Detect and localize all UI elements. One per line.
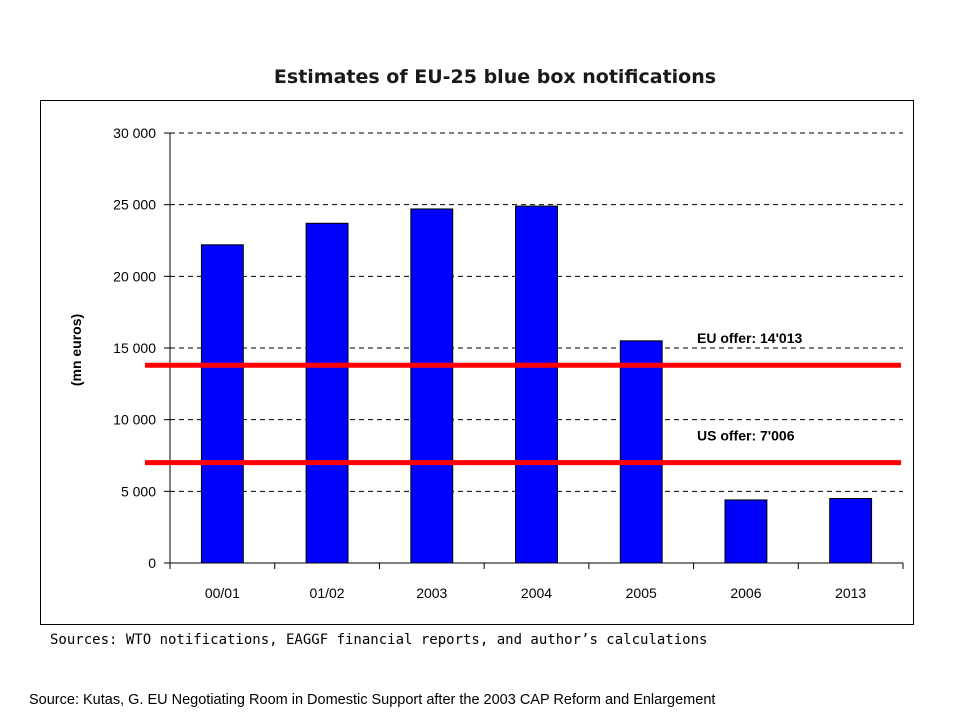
- y-tick-label: 20 000: [113, 268, 156, 284]
- axes: 0 5 000 10 000 15 000 20 000 25 000 30 000 00/0…: [113, 125, 904, 601]
- bar-2013: [829, 498, 873, 564]
- bar-2003: [410, 208, 454, 564]
- sources-note: Sources: WTO notifications, EAGGF financ…: [50, 632, 708, 648]
- x-tick-label: 2003: [416, 585, 447, 601]
- x-tick-label: 2013: [835, 585, 866, 601]
- y-tick-label: 0: [148, 555, 156, 571]
- bar-2005: [619, 340, 663, 564]
- y-axis-title: (mn euros): [68, 314, 84, 386]
- x-tick-label: 2004: [521, 585, 552, 601]
- x-tick-label: 00/01: [205, 585, 240, 601]
- reference-lines: EU offer: 14'013 US offer: 7'006: [145, 330, 901, 466]
- x-tick-label: 01/02: [310, 585, 345, 601]
- y-tick-label: 25 000: [113, 197, 156, 213]
- chart-frame: [40, 100, 914, 625]
- y-tick-label: 15 000: [113, 340, 156, 356]
- source-citation: Source: Kutas, G. EU Negotiating Room in…: [29, 692, 716, 708]
- y-tick-label: 10 000: [113, 412, 156, 428]
- chart-title: Estimates of EU-25 blue box notification…: [273, 66, 717, 88]
- bar-2004: [515, 205, 558, 564]
- x-tick-label: 2005: [626, 585, 657, 601]
- reference-line-label: EU offer: 14'013: [697, 330, 802, 346]
- x-tick-label: 2006: [730, 585, 761, 601]
- bars: [200, 205, 873, 564]
- y-tick-label: 30 000: [113, 125, 156, 141]
- reference-line-label: US offer: 7'006: [697, 428, 795, 444]
- bar-01/02: [305, 222, 349, 564]
- bar-00/01: [200, 244, 244, 564]
- bar-2006: [724, 499, 768, 564]
- y-tick-label: 5 000: [121, 483, 156, 499]
